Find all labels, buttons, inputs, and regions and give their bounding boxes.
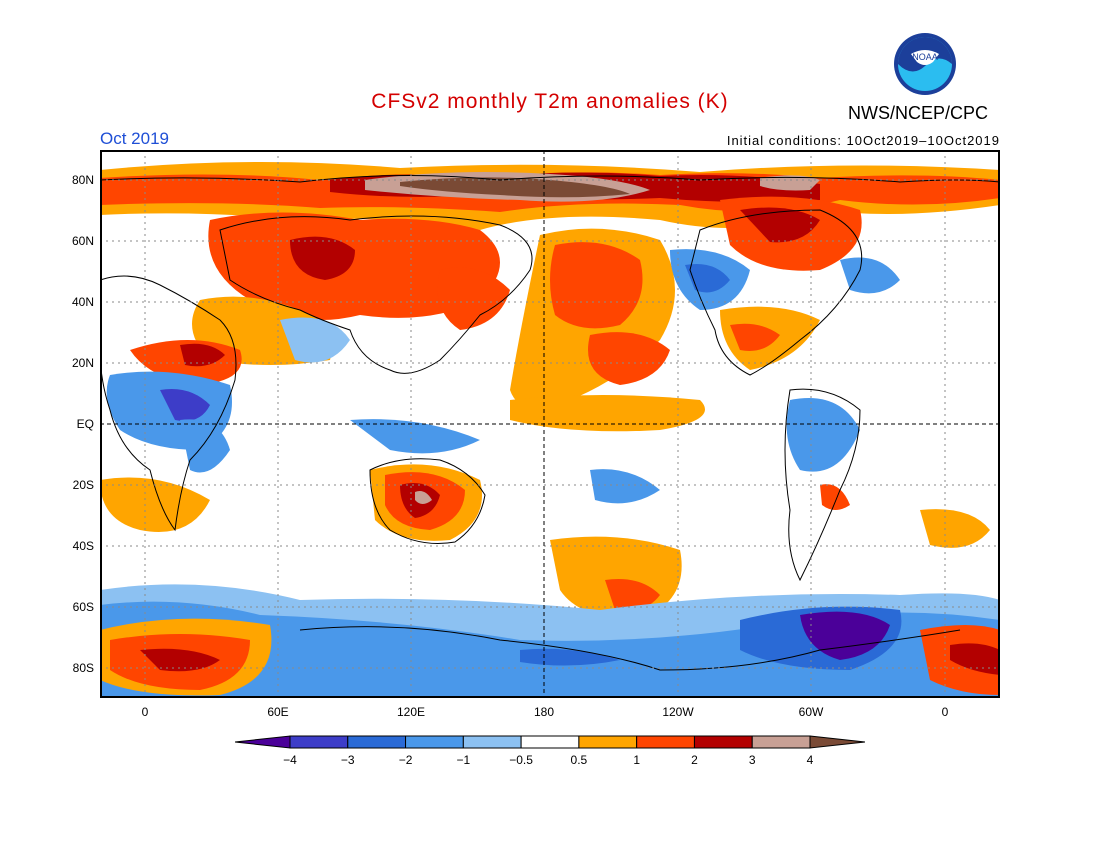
antarctic-warm-patches <box>100 618 1000 696</box>
colorbar-level-label: 3 <box>748 753 756 767</box>
australia-warm-region <box>370 464 482 541</box>
colorbar <box>235 735 865 749</box>
lat-label-20s: 20S <box>72 478 94 492</box>
colorbar-level-label: 2 <box>691 753 698 767</box>
noaa-logo: NOAA <box>894 33 956 95</box>
colorbar-box <box>520 735 580 749</box>
lat-label-20n: 20N <box>71 356 94 370</box>
colorbar-level-label: 4 <box>806 753 814 767</box>
colorbar-box <box>578 735 638 749</box>
anomaly-map <box>100 150 1000 698</box>
grid-lines <box>100 150 1000 698</box>
colorbar-box <box>751 735 811 749</box>
lat-label-eq: EQ <box>76 417 94 431</box>
tropical-cool-region <box>106 317 860 504</box>
colorbar-max-arrow <box>809 735 865 749</box>
map-title: CFSv2 monthly T2m anomalies (K) <box>371 90 729 113</box>
lat-label-80n: 80N <box>71 173 94 187</box>
lon-label-0-right: 0 <box>941 705 949 719</box>
organization-label: NWS/NCEP/CPC <box>848 103 989 123</box>
colorbar-box <box>462 735 522 749</box>
lon-label-180: 180 <box>533 705 555 719</box>
lat-label-80s: 80S <box>72 661 94 675</box>
colorbar-min-arrow <box>235 735 291 749</box>
lat-label-60s: 60S <box>72 600 94 614</box>
noaa-logo-text: NOAA <box>912 52 938 62</box>
lon-label-0-left: 0 <box>141 705 149 719</box>
month-label: Oct 2019 <box>100 129 169 148</box>
lon-label-60w: 60W <box>798 705 824 719</box>
colorbar-box <box>347 735 407 749</box>
lat-label-40s: 40S <box>72 539 94 553</box>
lon-label-60e: 60E <box>267 705 289 719</box>
lon-label-120w: 120W <box>662 705 694 719</box>
colorbar-level-label: −1 <box>456 753 471 767</box>
equator-dateline <box>100 150 1000 698</box>
colorbar-level-label: 0.5 <box>570 753 588 767</box>
colorbar-level-label: −4 <box>283 753 297 767</box>
map-frame <box>100 150 1000 698</box>
lon-label-120e: 120E <box>396 705 426 719</box>
southern-ocean-cool-region <box>100 584 1000 698</box>
colorbar-level-label: −0.5 <box>509 753 533 767</box>
lat-label-40n: 40N <box>71 295 94 309</box>
colorbar-level-label: −3 <box>340 753 355 767</box>
colorbar-box <box>405 735 464 749</box>
southern-warm-patches <box>100 477 990 620</box>
colorbar-box <box>636 735 695 749</box>
colorbar-box <box>289 735 349 749</box>
lat-label-60n: 60N <box>71 234 94 248</box>
colorbar-level-label: −2 <box>398 753 413 767</box>
initial-conditions-label: Initial conditions: 10Oct2019–10Oct2019 <box>726 133 1000 148</box>
colorbar-level-label: 1 <box>633 753 640 767</box>
colorbar-box <box>693 735 753 749</box>
coastlines <box>100 174 1000 671</box>
